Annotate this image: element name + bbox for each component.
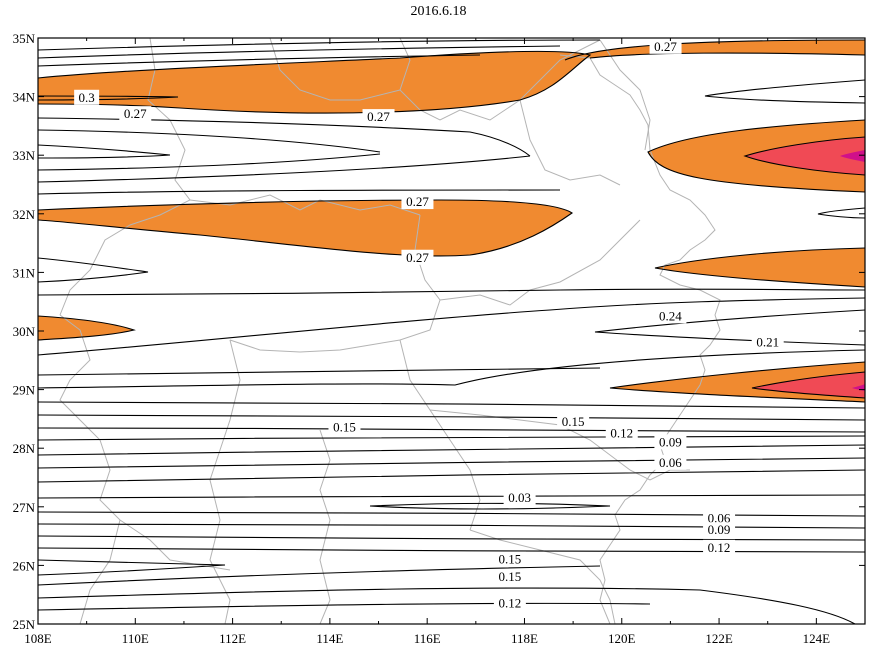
contour-label-bg [493, 551, 526, 567]
x-tick-label: 108E [24, 631, 52, 646]
x-tick-label: 122E [705, 631, 733, 646]
y-axis: 35N 34N 33N 32N 31N 30N 29N 28N 27N 26N 25N [13, 31, 865, 632]
contour-label-bg [654, 434, 687, 450]
x-axis: 108E 110E 112E 114E 116E 118E 120E 122E 124E [24, 38, 866, 646]
shade-north-band [38, 51, 590, 114]
contour-label: 0.12 [708, 540, 731, 555]
contour-label-bg [605, 425, 638, 441]
contour-label: 0.27 [367, 109, 390, 124]
contour-label: 0.3 [79, 90, 95, 105]
contour-label: 0.06 [708, 511, 731, 526]
contour-label: 0.09 [708, 522, 731, 537]
x-tick-label: 124E [803, 631, 831, 646]
contour-label-bg [703, 539, 736, 555]
contour-label: 0.09 [659, 434, 682, 449]
contour-label-bg [401, 194, 434, 210]
y-tick-label: 35N [13, 31, 36, 46]
province-boundaries [59, 38, 690, 624]
y-tick-label: 28N [13, 441, 36, 456]
contour-label: 0.06 [659, 455, 682, 470]
shade-middle-band [38, 200, 572, 256]
plot-frame [37, 37, 866, 625]
contour-label-bg [654, 308, 687, 324]
contour-label: 0.15 [333, 420, 356, 435]
contour-label: 0.27 [654, 39, 677, 54]
shade-top-strip [565, 40, 865, 60]
contour-labels: 0.27 0.3 0.27 0.27 0.27 0.27 0.24 0.21 0.15 0.15 0… [74, 38, 784, 611]
x-tick-label: 118E [511, 631, 538, 646]
contour-label-bg [328, 419, 361, 435]
contour-label: 0.12 [499, 595, 522, 610]
shaded-regions [38, 40, 865, 402]
contour-label-bg [751, 334, 784, 350]
contour-label: 0.27 [406, 194, 429, 209]
contour-label-bg [649, 38, 682, 54]
shade-east-31n [655, 248, 865, 287]
contour-label-bg [74, 89, 100, 105]
x-tick-label: 116E [414, 631, 441, 646]
contour-label: 0.27 [124, 106, 147, 121]
contour-label: 0.12 [610, 426, 633, 441]
contour-label-bg [493, 569, 526, 585]
x-tick-label: 120E [608, 631, 636, 646]
shade-east-29n-core [752, 372, 865, 398]
contour-label: 0.03 [508, 490, 531, 505]
y-tick-label: 30N [13, 324, 36, 339]
x-tick-label: 114E [316, 631, 343, 646]
shade-east-33n-core [745, 137, 865, 175]
y-tick-label: 25N [13, 617, 36, 632]
contour-label-bg [362, 109, 395, 125]
y-tick-label: 27N [13, 500, 36, 515]
contour-label: 0.15 [562, 414, 585, 429]
contour-label: 0.15 [499, 552, 522, 567]
contour-label-bg [654, 454, 687, 470]
y-tick-label: 34N [13, 90, 36, 105]
contour-label: 0.24 [659, 308, 682, 323]
x-tick-label: 110E [122, 631, 149, 646]
contour-label: 0.27 [406, 250, 429, 265]
contour-lines [38, 39, 865, 624]
contour-label: 0.21 [756, 335, 779, 350]
map-title: 2016.6.18 [410, 4, 467, 19]
shade-east-33n-peak [840, 150, 865, 162]
contour-label-bg [119, 106, 152, 122]
contour-label-bg [503, 490, 536, 506]
x-tick-label: 112E [219, 631, 246, 646]
y-tick-label: 29N [13, 383, 36, 398]
contour-label-bg [401, 249, 434, 265]
y-tick-label: 32N [13, 207, 36, 222]
y-tick-label: 33N [13, 148, 36, 163]
contour-label-bg [703, 510, 736, 526]
contour-label-bg [493, 595, 526, 611]
y-tick-label: 26N [13, 558, 36, 573]
contour-label: 0.15 [499, 569, 522, 584]
y-tick-label: 31N [13, 265, 36, 280]
coastline [559, 54, 721, 624]
contour-label-bg [557, 413, 590, 429]
contour-label-bg [703, 522, 736, 538]
